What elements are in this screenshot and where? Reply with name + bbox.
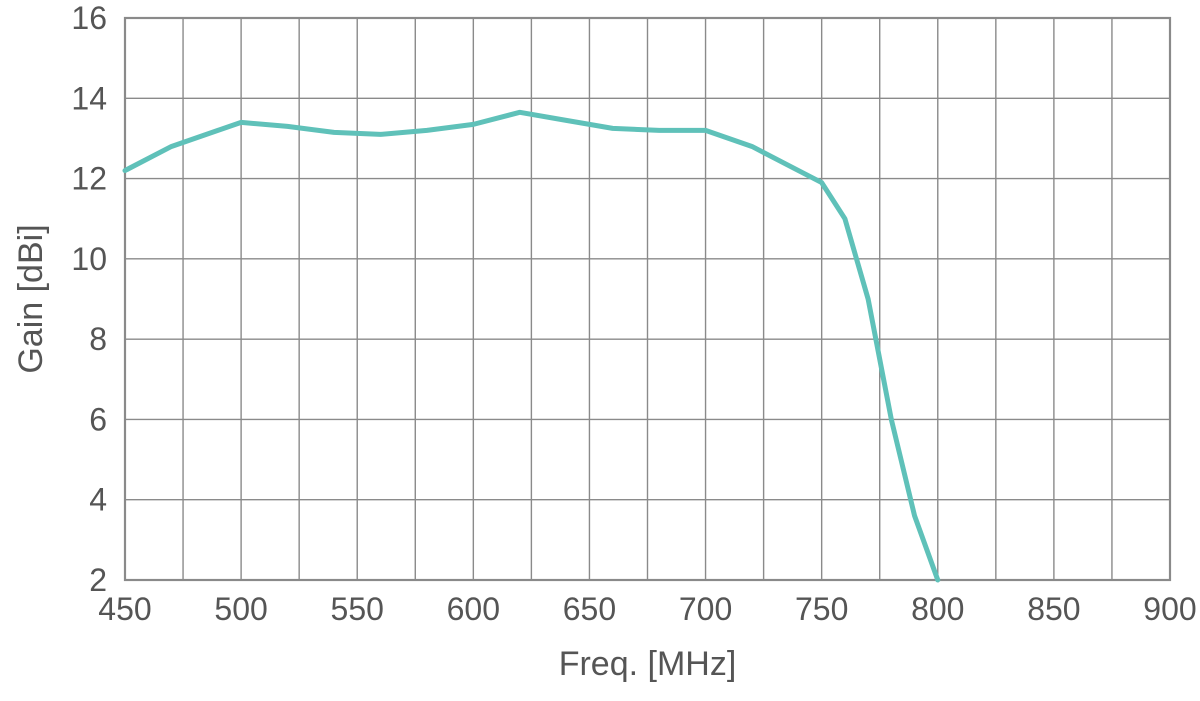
y-tick-label: 6 bbox=[89, 401, 107, 437]
x-tick-label: 900 bbox=[1143, 591, 1196, 627]
x-tick-label: 550 bbox=[331, 591, 384, 627]
y-tick-label: 12 bbox=[71, 161, 107, 197]
x-axis-label: Freq. [MHz] bbox=[559, 645, 737, 683]
gain-vs-freq-chart: 4505005506006507007508008509002468101214… bbox=[0, 0, 1200, 701]
x-tick-label: 600 bbox=[447, 591, 500, 627]
y-tick-label: 2 bbox=[89, 562, 107, 598]
y-tick-label: 10 bbox=[71, 241, 107, 277]
x-tick-label: 700 bbox=[679, 591, 732, 627]
y-tick-label: 4 bbox=[89, 482, 107, 518]
x-tick-label: 500 bbox=[214, 591, 267, 627]
x-tick-label: 650 bbox=[563, 591, 616, 627]
x-tick-label: 750 bbox=[795, 591, 848, 627]
chart-svg: 4505005506006507007508008509002468101214… bbox=[0, 0, 1200, 701]
y-tick-label: 14 bbox=[71, 80, 107, 116]
y-tick-label: 8 bbox=[89, 321, 107, 357]
x-tick-label: 800 bbox=[911, 591, 964, 627]
y-tick-label: 16 bbox=[71, 0, 107, 36]
y-axis-label: Gain [dBi] bbox=[12, 224, 50, 373]
x-tick-label: 850 bbox=[1027, 591, 1080, 627]
